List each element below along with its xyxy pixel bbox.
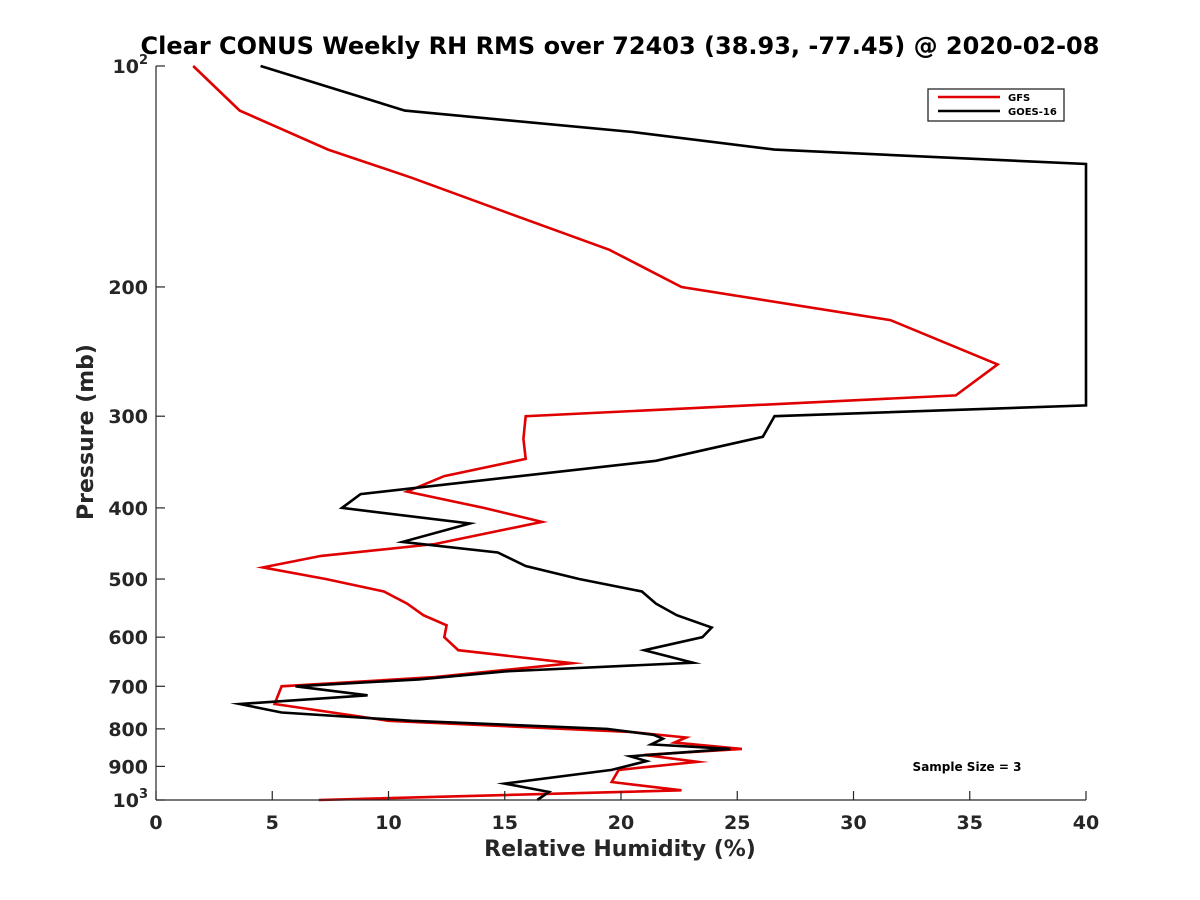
x-tick-label: 30 — [840, 812, 866, 834]
x-tick-label: 20 — [608, 812, 634, 834]
y-tick-label: 700 — [108, 676, 148, 698]
x-tick-label: 0 — [149, 812, 162, 834]
y-tick-label: 200 — [108, 277, 148, 299]
y-tick-label: 103 — [113, 787, 149, 812]
series-line-gfs — [192, 65, 1001, 802]
legend-box — [927, 88, 1065, 122]
x-axis-label: Relative Humidity (%) — [484, 837, 756, 862]
legend-label: GFS — [1008, 93, 1030, 104]
plot-background — [156, 66, 1086, 800]
y-tick-label: 300 — [108, 406, 148, 428]
sample-size-annotation: Sample Size = 3 — [913, 760, 1022, 774]
y-tick-label: 600 — [108, 627, 148, 649]
y-tick-label: 102 — [113, 53, 149, 78]
y-tick-label: 900 — [108, 756, 148, 778]
series-line-goes-16 — [229, 64, 1088, 802]
x-tick-label: 40 — [1073, 812, 1099, 834]
y-tick-label: 800 — [108, 719, 148, 741]
plot-area — [156, 66, 1086, 800]
series-layer — [192, 64, 1088, 802]
y-tick-label: 400 — [108, 498, 148, 520]
y-axis-label: Pressure (mb) — [74, 344, 99, 520]
chart-title: Clear CONUS Weekly RH RMS over 72403 (38… — [141, 32, 1100, 60]
x-tick-label: 5 — [266, 812, 279, 834]
axes-layer: 0 5 10 15 20 25 30 35 40 102 200 300 400 500 600 700 800… — [108, 53, 1099, 834]
x-tick-label: 15 — [492, 812, 518, 834]
legend: GFS GOES-16 — [927, 88, 1065, 122]
x-tick-label: 35 — [957, 812, 983, 834]
x-tick-label: 10 — [375, 812, 401, 834]
legend-label: GOES-16 — [1008, 107, 1057, 118]
x-tick-label: 25 — [724, 812, 750, 834]
y-tick-label: 500 — [108, 569, 148, 591]
